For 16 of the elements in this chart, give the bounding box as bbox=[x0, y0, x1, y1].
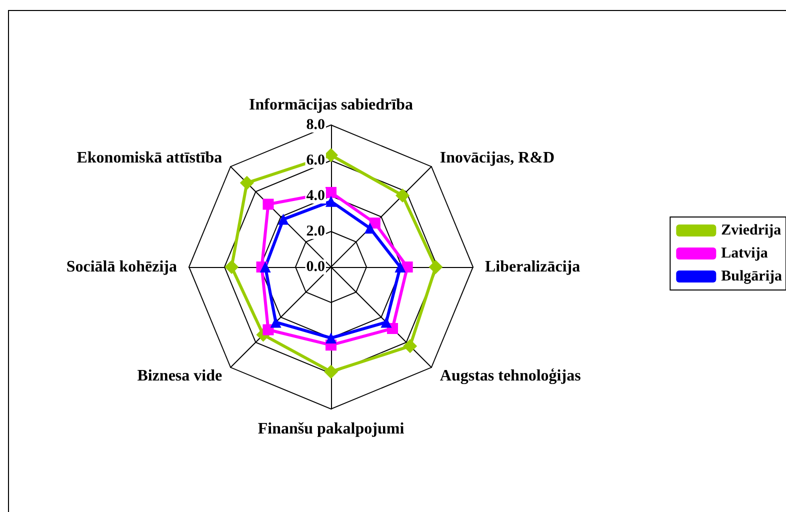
y-tick-label: 4.0 bbox=[306, 188, 325, 204]
spoke-label: Inovācijas, R&D bbox=[440, 150, 555, 167]
spoke-label: Biznesa vide bbox=[137, 367, 222, 384]
spoke-label: Finanšu pakalpojumi bbox=[258, 420, 405, 438]
legend-label: Bulgārija bbox=[721, 268, 782, 284]
legend-label: Latvija bbox=[721, 246, 768, 262]
y-tick-label: 6.0 bbox=[306, 152, 325, 168]
spoke-label: Augstas tehnoloģijas bbox=[440, 367, 581, 384]
y-tick-label: 2.0 bbox=[306, 224, 325, 240]
y-tick-label: 0.0 bbox=[306, 259, 325, 275]
y-tick-label: 8.0 bbox=[306, 117, 325, 133]
spoke-label: Liberalizācija bbox=[485, 258, 580, 276]
spoke-label: Sociālā kohēzija bbox=[66, 258, 177, 276]
spoke-label: Informācijas sabiedrība bbox=[249, 96, 413, 114]
legend-label: Zviedrija bbox=[721, 222, 782, 238]
spoke-label: Ekonomiskā attīstība bbox=[76, 150, 222, 167]
